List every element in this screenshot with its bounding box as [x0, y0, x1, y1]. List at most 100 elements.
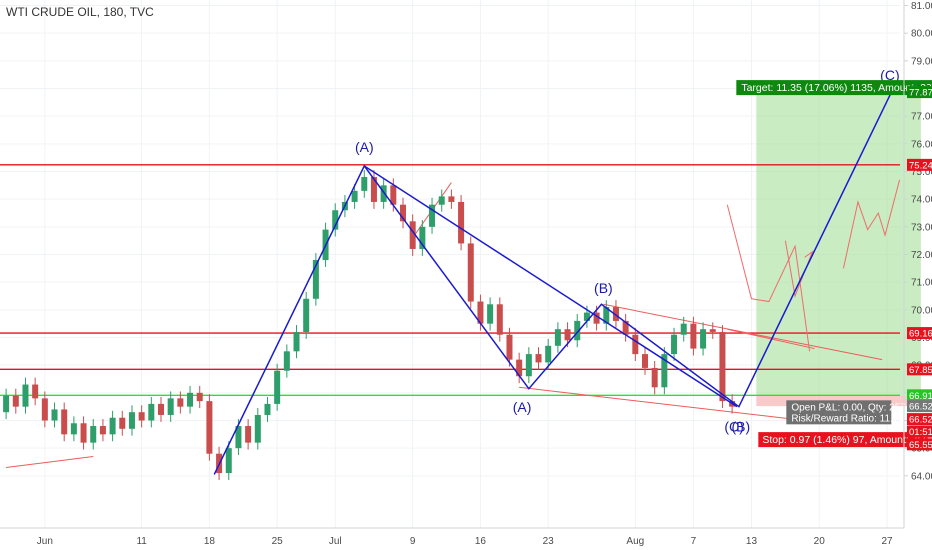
y-tick-label: 75.00 [911, 167, 932, 178]
candle-body [61, 409, 68, 435]
price-label: 77.87 [909, 88, 932, 99]
x-tick-label: 11 [136, 536, 147, 547]
candle-body [438, 196, 445, 205]
candle-body [22, 384, 29, 407]
candle-body [545, 345, 552, 363]
candle-body [525, 354, 532, 377]
wave-labels: (A)(B)(A)(C)(B)(C) [355, 67, 900, 434]
price-label-bg [907, 158, 932, 171]
candle-body [158, 403, 164, 415]
candle-body [351, 190, 358, 202]
candle-body [709, 329, 716, 332]
y-tick-label: 71.00 [911, 278, 932, 289]
candle-body [487, 304, 494, 324]
trend-line [603, 303, 883, 361]
x-tick-label: 25 [272, 536, 284, 547]
position-boxes: Target: 11.35 (17.06%) 1135, Amount: 391… [736, 80, 932, 448]
wave-label: (C) [724, 419, 743, 435]
candle-body [554, 329, 561, 346]
y-tick-label: 74.00 [911, 195, 932, 206]
target-zone [756, 92, 921, 396]
y-tick-label: 64.00 [911, 471, 932, 482]
x-tick-label: 18 [204, 536, 216, 547]
y-tick-label: 70.00 [911, 305, 932, 316]
candle-body [274, 370, 281, 404]
stop-box [758, 432, 929, 448]
candle-body [448, 196, 455, 202]
candle-body [419, 226, 426, 249]
candle-body [506, 334, 513, 360]
candle-body [496, 304, 503, 335]
wave-path [213, 90, 893, 475]
wave-path [363, 165, 738, 408]
price-label: 75.24 [909, 160, 932, 171]
stop-text: Stop: 0.97 (1.46%) 97, Amount: 750.71 [762, 434, 932, 446]
candle-body [690, 323, 697, 349]
price-label: 01:51: [909, 427, 932, 438]
price-label: 69.16 [909, 329, 932, 340]
horizontal-levels [0, 164, 900, 397]
candle-body [409, 221, 416, 249]
price-label: 66.91 [909, 391, 932, 402]
trend-line [519, 386, 805, 421]
chart-title: WTI CRUDE OIL, 180, TVC [6, 5, 154, 19]
info-box [786, 400, 892, 425]
x-axis: Jun111825Jul91623Aug7132027Se [0, 527, 904, 547]
y-tick-label: 80.00 [911, 29, 932, 40]
candle-body [574, 320, 581, 341]
candle-body [99, 426, 106, 435]
price-label: 65.55 [909, 440, 932, 451]
projection-line [842, 179, 901, 269]
y-axis: 64.0065.0066.0067.0068.0069.0070.0071.00… [903, 0, 932, 528]
x-tick-label: Jun [37, 536, 53, 547]
candle-body [187, 392, 194, 407]
y-tick-label: 76.00 [911, 139, 932, 150]
candle-body [632, 334, 639, 355]
candle-body [622, 320, 629, 335]
x-tick-label: 27 [881, 536, 893, 547]
price-label-bg [907, 413, 932, 426]
x-tick-label: 20 [814, 536, 826, 547]
wave-label: (C) [880, 67, 899, 83]
candle-body [603, 307, 610, 324]
candle-body [312, 260, 319, 299]
x-tick-label: Jul [329, 536, 342, 547]
candle-body [206, 401, 213, 454]
price-label: 66.52 [909, 415, 932, 426]
candle-body [612, 307, 619, 321]
candle-body [167, 398, 174, 415]
price-label-bg [907, 86, 932, 99]
y-tick-label: 81.00 [911, 1, 932, 12]
x-tick-label: 23 [543, 536, 555, 547]
candle-body [12, 395, 19, 407]
candle-body [661, 354, 668, 388]
trend-line [727, 328, 815, 350]
candle-body [41, 398, 48, 421]
candle-body [583, 312, 590, 321]
price-label-bg [907, 327, 932, 340]
wave-label: (A) [513, 399, 532, 415]
candle-body [177, 398, 184, 407]
candle-body [283, 351, 290, 371]
candle-body [80, 423, 87, 443]
candle-body [119, 417, 126, 429]
price-label-bg [907, 400, 932, 413]
candle-body [400, 204, 406, 222]
x-tick-label: 13 [746, 536, 758, 547]
price-label-bg [907, 438, 932, 451]
y-tick-label: 79.00 [911, 56, 932, 67]
candle-body [332, 210, 339, 230]
target-box [736, 80, 932, 96]
candle-body [680, 323, 687, 335]
candle-body [264, 403, 271, 415]
candle-body [3, 395, 10, 413]
candle-body [235, 426, 242, 449]
trend-line [6, 455, 94, 469]
candle-body [361, 177, 368, 191]
wave-lines [213, 90, 893, 475]
candle-body [467, 243, 474, 302]
position-zones [756, 92, 921, 407]
candle-body [700, 329, 707, 349]
candle-body [32, 384, 39, 399]
